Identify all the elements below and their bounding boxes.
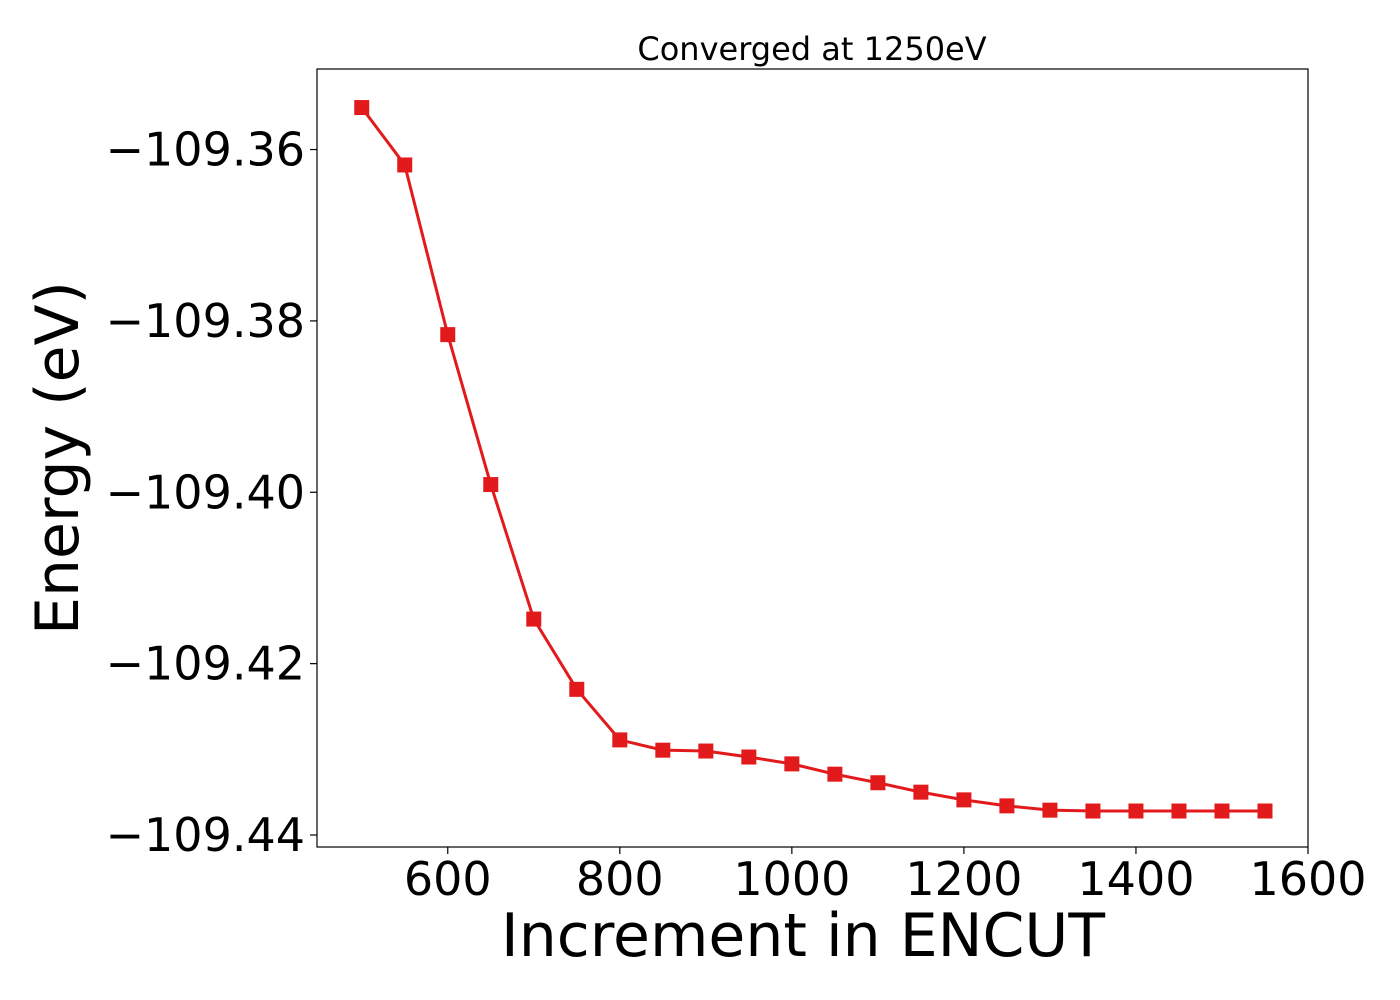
x-axis: 600 800 1000 1200 1400 1600 [404, 847, 1367, 906]
x-tick-label: 800 [576, 852, 664, 906]
data-point [612, 732, 628, 748]
data-point [1171, 803, 1187, 819]
y-axis: −109.36 −109.38 −109.40 −109.42 −109.44 [106, 123, 317, 862]
data-point [784, 756, 800, 772]
data-point [913, 784, 929, 800]
y-tick-label: −109.40 [106, 465, 306, 519]
data-point [1257, 803, 1273, 819]
series-line [360, 106, 1265, 813]
data-point [440, 327, 456, 343]
x-tick-label: 1600 [1249, 852, 1366, 906]
data-point [1128, 803, 1144, 819]
data-point [354, 100, 370, 116]
chart-title: Converged at 1250eV [637, 30, 986, 68]
x-tick-label: 1200 [905, 852, 1022, 906]
data-point [870, 775, 886, 791]
data-point [956, 792, 972, 808]
data-point [698, 743, 714, 759]
data-point [569, 681, 585, 697]
y-tick-label: −109.36 [106, 123, 306, 177]
data-point [397, 157, 413, 173]
series-energy [354, 100, 1273, 819]
y-tick-label: −109.42 [106, 637, 306, 691]
x-axis-label: Increment in ENCUT [501, 901, 1105, 971]
x-tick-label: 600 [404, 852, 492, 906]
data-point [1085, 803, 1101, 819]
data-point [741, 749, 757, 765]
data-point [827, 766, 843, 782]
data-point [1214, 803, 1230, 819]
x-tick-label: 1000 [733, 852, 850, 906]
plot-area [316, 68, 1309, 848]
data-point [1042, 802, 1058, 818]
y-tick-label: −109.44 [106, 808, 306, 862]
data-point [999, 798, 1015, 814]
data-point [483, 477, 499, 493]
y-tick-label: −109.38 [106, 294, 306, 348]
x-tick-label: 1400 [1077, 852, 1194, 906]
data-point [655, 742, 671, 758]
data-point [526, 611, 542, 627]
y-axis-label: Energy (eV) [23, 281, 93, 635]
